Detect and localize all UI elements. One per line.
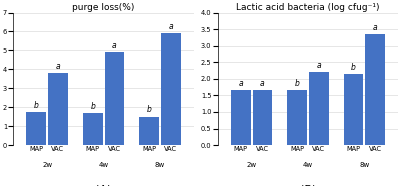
Text: b: b — [90, 102, 95, 110]
Text: (A): (A) — [95, 185, 112, 186]
Text: b: b — [295, 79, 300, 88]
Title: purge loss(%): purge loss(%) — [72, 3, 135, 12]
Bar — [139, 117, 159, 145]
Bar — [26, 112, 46, 145]
Text: 8w: 8w — [155, 162, 165, 168]
Bar — [48, 73, 68, 145]
Bar — [365, 34, 385, 145]
Bar — [231, 90, 251, 145]
Bar — [344, 74, 363, 145]
Text: a: a — [56, 62, 60, 71]
Bar — [287, 90, 307, 145]
Text: b: b — [351, 63, 356, 72]
Text: 8w: 8w — [359, 162, 369, 168]
Bar — [309, 72, 329, 145]
Text: 2w: 2w — [42, 162, 52, 168]
Bar — [105, 52, 124, 145]
Text: 4w: 4w — [99, 162, 109, 168]
Title: Lactic acid bacteria (log cfug⁻¹): Lactic acid bacteria (log cfug⁻¹) — [236, 3, 380, 12]
Text: a: a — [238, 79, 243, 88]
Text: b: b — [147, 105, 152, 114]
Text: a: a — [112, 41, 117, 50]
Bar — [161, 33, 181, 145]
Text: a: a — [260, 79, 265, 88]
Text: 4w: 4w — [303, 162, 313, 168]
Bar — [83, 113, 103, 145]
Text: (B): (B) — [300, 185, 316, 186]
Text: b: b — [34, 101, 39, 110]
Bar — [253, 90, 272, 145]
Text: 2w: 2w — [247, 162, 257, 168]
Text: a: a — [373, 23, 377, 32]
Text: a: a — [316, 61, 321, 70]
Text: a: a — [168, 22, 173, 31]
